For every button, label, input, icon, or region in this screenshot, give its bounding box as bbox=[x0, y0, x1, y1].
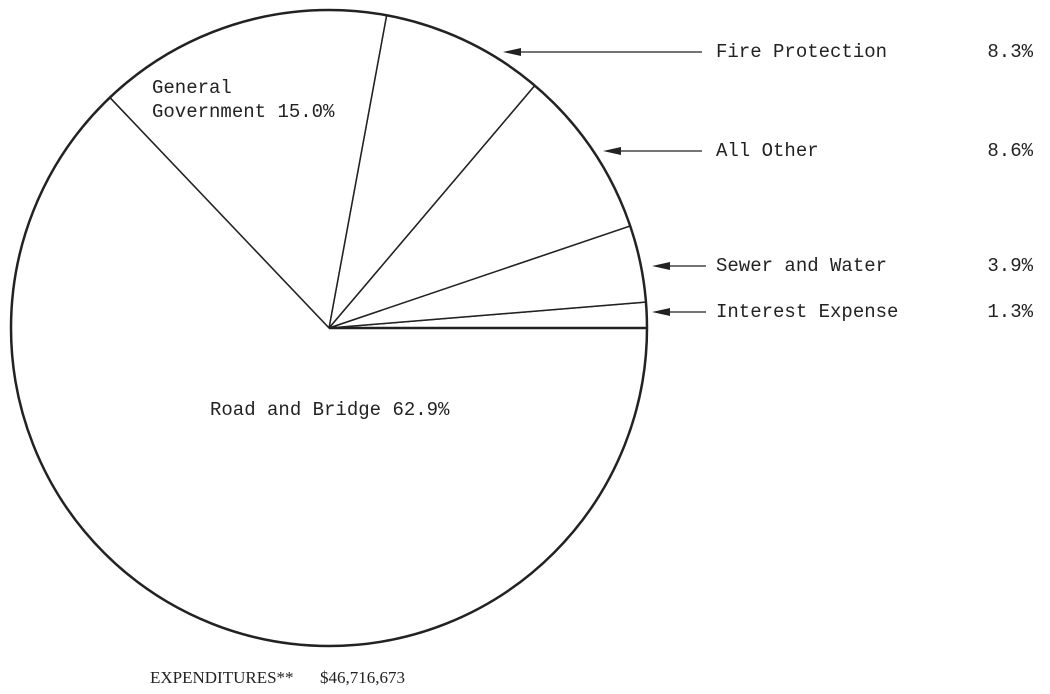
arrow-head bbox=[503, 48, 521, 56]
value-label: 8.6% bbox=[987, 140, 1033, 162]
category-label: Interest Expense bbox=[716, 301, 898, 323]
value-label: 8.3% bbox=[987, 41, 1033, 63]
total-label: $46,716,673 bbox=[320, 668, 405, 687]
category-label: Road and Bridge bbox=[210, 399, 382, 421]
arrow-head bbox=[652, 308, 670, 316]
category-label: All Other bbox=[716, 140, 819, 162]
category-label: Sewer and Water bbox=[716, 255, 887, 277]
slice-label: Road and Bridge 62.9% bbox=[210, 398, 610, 422]
value-label: 62.9% bbox=[392, 399, 450, 421]
value-label: 15.0% bbox=[277, 101, 335, 123]
slice-label: General Government 15.0% bbox=[152, 76, 347, 124]
arrow-head bbox=[603, 147, 621, 155]
category-label: General Government bbox=[152, 77, 267, 123]
value-label: 1.3% bbox=[987, 301, 1033, 323]
arrow-head bbox=[652, 262, 670, 270]
value-label: 3.9% bbox=[987, 255, 1033, 277]
category-label: Fire Protection bbox=[716, 41, 887, 63]
chart-title: EXPENDITURES** bbox=[150, 668, 294, 687]
